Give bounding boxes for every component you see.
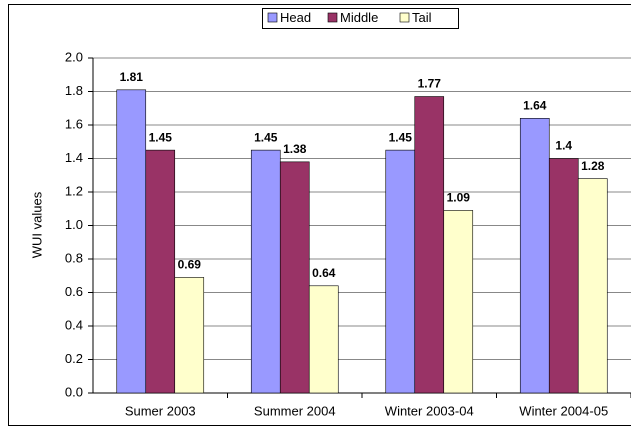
- bar: [519, 118, 550, 394]
- value-label: 0.69: [178, 258, 202, 272]
- legend-swatch: [267, 12, 278, 23]
- bar: [548, 158, 579, 394]
- chart-frame: [8, 4, 631, 426]
- x-tick-label: Sumer 2003: [125, 403, 196, 418]
- bar: [577, 178, 608, 394]
- y-tick-label: 0.8: [65, 250, 83, 265]
- y-axis-label: WUI values: [29, 191, 44, 258]
- value-label: 1.09: [447, 191, 471, 205]
- bar: [414, 96, 445, 394]
- y-tick-label: 0.2: [65, 351, 83, 366]
- legend-label: Middle: [340, 10, 378, 25]
- y-tick-label: 1.8: [65, 83, 83, 98]
- value-label: 1.45: [389, 130, 413, 144]
- y-tick-label: 1.6: [65, 116, 83, 131]
- x-tick-label: Summer 2004: [254, 403, 336, 418]
- legend-label: Tail: [412, 10, 432, 25]
- legend-swatch: [327, 12, 338, 23]
- y-tick-label: 0.6: [65, 284, 83, 299]
- bar: [385, 149, 416, 394]
- value-label: 0.64: [312, 266, 336, 280]
- x-tick-label: Winter 2003-04: [385, 403, 474, 418]
- y-tick-label: 0.4: [65, 317, 83, 332]
- y-tick-label: 1.4: [65, 150, 83, 165]
- value-label: 1.81: [120, 70, 144, 84]
- y-tick-label: 0.0: [65, 384, 83, 399]
- y-tick-label: 1.0: [65, 217, 83, 232]
- value-label: 1.45: [254, 130, 278, 144]
- value-label: 1.38: [283, 142, 307, 156]
- legend-label: Head: [280, 10, 311, 25]
- legend-swatch: [399, 12, 410, 23]
- bar: [443, 210, 474, 394]
- value-label: 1.4: [555, 139, 572, 153]
- bar: [174, 277, 205, 394]
- y-tick-label: 1.2: [65, 183, 83, 198]
- x-tick-label: Winter 2004-05: [519, 403, 608, 418]
- value-label: 1.64: [523, 98, 547, 112]
- legend-box: [262, 8, 459, 29]
- bar: [145, 149, 176, 394]
- y-tick-label: 2.0: [65, 49, 83, 64]
- bar: [308, 285, 339, 394]
- value-label: 1.77: [418, 77, 442, 91]
- value-label: 1.45: [149, 130, 173, 144]
- bar: [250, 149, 281, 394]
- value-label: 1.28: [581, 159, 605, 173]
- bar: [116, 89, 147, 394]
- bar: [279, 161, 310, 394]
